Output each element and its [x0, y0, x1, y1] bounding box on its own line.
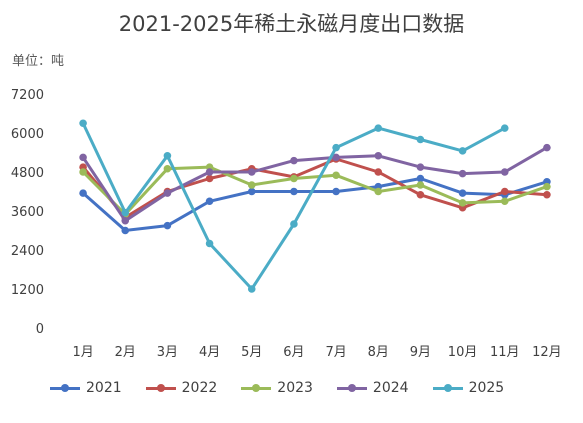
legend: 2021 2022 2023 2024 2025	[50, 380, 504, 396]
x-tick-label: 7月	[325, 345, 346, 360]
y-axis: 0 1200 2400 3600 4800 6000 7200	[11, 88, 44, 337]
y-tick-label: 0	[36, 322, 44, 337]
x-tick-label: 8月	[368, 345, 389, 360]
data-point	[500, 168, 509, 176]
data-point	[290, 174, 298, 183]
legend-item-2021: 2021	[50, 380, 122, 396]
data-point	[121, 226, 130, 235]
data-point	[163, 164, 172, 173]
legend-label: 2023	[277, 380, 313, 396]
series-line	[82, 177, 548, 232]
data-point	[374, 124, 383, 132]
legend-label: 2025	[468, 380, 505, 396]
x-tick-label: 12月	[532, 345, 562, 360]
x-tick-label: 10月	[448, 345, 478, 360]
data-point	[332, 187, 340, 196]
data-point	[543, 190, 551, 199]
data-point	[458, 169, 467, 178]
legend-label: 2024	[372, 380, 409, 396]
data-point	[458, 199, 467, 207]
data-point	[332, 153, 340, 162]
y-tick-label: 1200	[11, 283, 44, 298]
series-2025	[79, 119, 509, 293]
series-2024	[79, 143, 551, 225]
data-point	[205, 168, 214, 176]
data-point	[205, 239, 214, 248]
legend-marker	[145, 383, 176, 392]
data-point	[332, 143, 340, 152]
legend-item-2022: 2022	[145, 380, 218, 396]
x-tick-label: 9月	[410, 345, 431, 360]
data-point	[79, 168, 87, 176]
legend-item-2025: 2025	[432, 380, 505, 396]
data-point	[374, 168, 383, 176]
data-point	[163, 189, 172, 197]
data-point	[458, 189, 467, 197]
x-tick-label: 4月	[199, 345, 220, 360]
data-point	[121, 208, 130, 217]
data-point	[543, 143, 551, 152]
legend-label: 2021	[86, 380, 122, 396]
data-point	[500, 187, 509, 196]
data-point	[205, 197, 214, 206]
data-point	[247, 181, 256, 189]
series-line	[81, 146, 548, 223]
legend-item-2024: 2024	[336, 380, 409, 396]
x-axis: 1月 2月 3月 4月 5月 6月 7月 8月 9月 10月 11月 12月	[72, 345, 561, 360]
data-point	[247, 187, 256, 196]
x-tick-label: 5月	[241, 345, 262, 360]
unit-label: 单位：吨	[12, 54, 65, 69]
data-point	[79, 153, 87, 162]
data-point	[247, 168, 256, 176]
data-point	[79, 119, 87, 128]
data-point	[290, 156, 298, 165]
series-line	[81, 157, 548, 219]
x-tick-label: 2月	[115, 345, 136, 360]
data-point	[374, 151, 383, 160]
plot-area	[79, 119, 551, 293]
data-point	[500, 124, 509, 132]
data-point	[205, 174, 214, 183]
data-point	[416, 181, 425, 189]
legend-marker	[336, 383, 367, 392]
y-tick-label: 6000	[11, 127, 44, 142]
chart-title: 2021-2025年稀土永磁月度出口数据	[118, 12, 465, 36]
x-tick-label: 3月	[157, 345, 178, 360]
data-point	[374, 187, 383, 196]
data-point	[416, 174, 425, 183]
data-point	[543, 182, 551, 191]
data-point	[500, 197, 509, 206]
y-tick-label: 7200	[11, 88, 44, 103]
data-point	[290, 187, 298, 196]
data-point	[332, 171, 340, 180]
data-point	[416, 163, 425, 171]
x-tick-label: 6月	[283, 345, 304, 360]
data-point	[163, 221, 172, 230]
data-point	[247, 285, 256, 293]
x-tick-label: 11月	[490, 345, 520, 360]
y-tick-label: 3600	[11, 205, 44, 220]
data-point	[79, 189, 87, 197]
data-point	[290, 220, 298, 228]
data-point	[121, 216, 130, 225]
y-tick-label: 4800	[11, 166, 44, 181]
data-point	[416, 190, 425, 199]
y-tick-label: 2400	[11, 244, 44, 259]
data-point	[163, 151, 172, 160]
data-point	[416, 135, 425, 144]
x-tick-label: 1月	[72, 345, 93, 360]
series-line	[82, 165, 548, 216]
legend-marker	[241, 383, 272, 392]
data-point	[458, 147, 467, 155]
legend-item-2023: 2023	[241, 380, 313, 396]
legend-marker	[50, 383, 80, 392]
legend-marker	[432, 383, 463, 392]
legend-label: 2022	[181, 380, 218, 396]
